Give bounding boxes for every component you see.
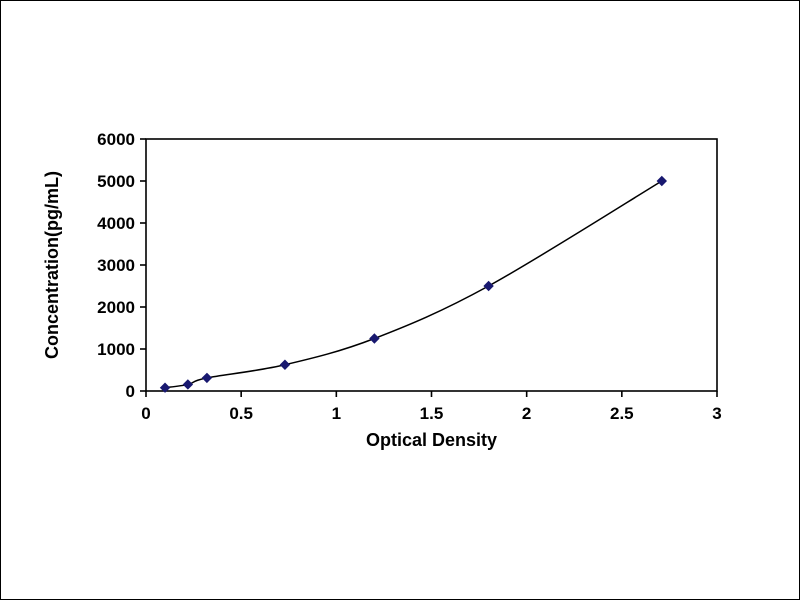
x-tick-label: 2	[522, 404, 531, 423]
y-tick-label: 6000	[97, 130, 135, 149]
y-axis-label: Concentration(pg/mL)	[42, 171, 62, 359]
y-tick-label: 2000	[97, 298, 135, 317]
y-tick-label: 4000	[97, 214, 135, 233]
x-tick-label: 1.5	[420, 404, 444, 423]
data-point-marker	[483, 280, 494, 292]
data-point-marker	[279, 359, 291, 370]
x-tick-label: 2.5	[610, 404, 634, 423]
data-point-marker	[159, 382, 171, 393]
data-point-marker	[201, 372, 213, 384]
plot-border	[145, 138, 718, 392]
y-tick-label: 1000	[97, 340, 135, 359]
data-point-marker	[656, 175, 668, 187]
curve-line	[164, 180, 663, 389]
x-tick-label: 0	[141, 404, 150, 423]
y-tick-label: 0	[126, 382, 135, 401]
data-point-marker	[369, 333, 380, 344]
x-tick-label: 0.5	[229, 404, 253, 423]
y-tick-label: 3000	[97, 256, 135, 275]
x-tick-label: 3	[712, 404, 721, 423]
data-point-marker	[182, 379, 194, 390]
x-axis-label: Optical Density	[366, 430, 497, 450]
y-tick-label: 5000	[97, 172, 135, 191]
x-tick-label: 1	[332, 404, 341, 423]
